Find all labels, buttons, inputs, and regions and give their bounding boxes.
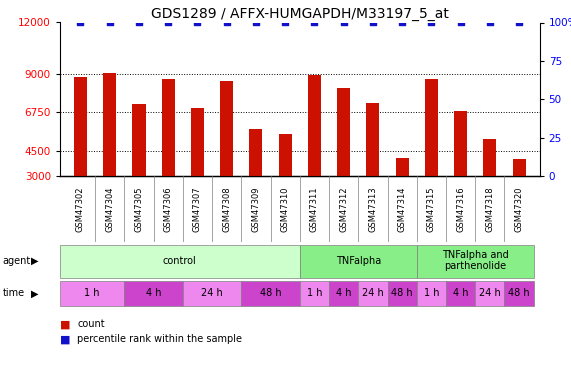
Text: GSM47309: GSM47309 [251,186,260,232]
Text: count: count [77,320,104,329]
Point [339,20,348,26]
Bar [279,134,292,228]
Text: 48 h: 48 h [260,288,282,298]
Bar [191,108,204,228]
Text: 4 h: 4 h [336,288,351,298]
Point [164,20,173,26]
FancyBboxPatch shape [475,281,505,306]
Text: GSM47310: GSM47310 [281,186,289,232]
Bar [308,75,321,228]
FancyBboxPatch shape [329,281,358,306]
Text: GSM47302: GSM47302 [76,186,85,232]
Text: 24 h: 24 h [201,288,223,298]
Text: 1 h: 1 h [424,288,439,298]
FancyBboxPatch shape [300,281,329,306]
Bar [513,159,526,228]
Text: GSM47316: GSM47316 [456,186,465,232]
Text: GSM47307: GSM47307 [193,186,202,232]
Text: percentile rank within the sample: percentile rank within the sample [77,334,242,344]
Point [251,20,260,26]
Bar [74,77,87,228]
Text: 24 h: 24 h [362,288,384,298]
Point [76,20,85,26]
FancyBboxPatch shape [417,281,446,306]
Text: agent: agent [3,256,31,266]
Text: GSM47304: GSM47304 [105,186,114,232]
Bar [337,88,350,228]
Text: 48 h: 48 h [391,288,413,298]
Text: time: time [3,288,25,298]
Bar [132,105,146,228]
Text: GSM47311: GSM47311 [310,186,319,232]
FancyBboxPatch shape [300,244,417,278]
Bar [250,129,263,228]
Point [134,20,143,26]
Point [397,20,407,26]
Point [514,20,524,26]
Bar [220,81,233,228]
Title: GDS1289 / AFFX-HUMGAPDH/M33197_5_at: GDS1289 / AFFX-HUMGAPDH/M33197_5_at [151,8,449,21]
Bar [396,158,409,228]
Text: TNFalpha: TNFalpha [336,256,381,266]
Text: GSM47313: GSM47313 [368,186,377,232]
Text: TNFalpha and
parthenolide: TNFalpha and parthenolide [442,250,509,272]
FancyBboxPatch shape [242,281,300,306]
Text: GSM47305: GSM47305 [134,186,143,232]
FancyBboxPatch shape [358,281,388,306]
Text: 24 h: 24 h [479,288,501,298]
Text: GSM47315: GSM47315 [427,186,436,232]
Point [427,20,436,26]
Text: 4 h: 4 h [146,288,161,298]
FancyBboxPatch shape [417,244,534,278]
Text: GSM47320: GSM47320 [514,186,524,232]
Text: 4 h: 4 h [453,288,468,298]
Text: 1 h: 1 h [307,288,322,298]
Point [456,20,465,26]
Text: control: control [163,256,197,266]
Point [105,20,114,26]
Text: ■: ■ [60,334,70,344]
Bar [367,103,380,228]
Point [368,20,377,26]
Bar [483,139,496,228]
Point [193,20,202,26]
FancyBboxPatch shape [60,281,124,306]
Text: 48 h: 48 h [508,288,530,298]
Bar [162,79,175,228]
FancyBboxPatch shape [505,281,534,306]
Point [222,20,231,26]
Text: ▶: ▶ [31,256,39,266]
Text: GSM47308: GSM47308 [222,186,231,232]
FancyBboxPatch shape [388,281,417,306]
FancyBboxPatch shape [446,281,475,306]
Text: GSM47318: GSM47318 [485,186,494,232]
Text: GSM47306: GSM47306 [164,186,172,232]
Text: GSM47314: GSM47314 [397,186,407,232]
Bar [454,111,467,228]
FancyBboxPatch shape [183,281,242,306]
Text: 1 h: 1 h [85,288,100,298]
Bar [103,74,116,228]
Point [310,20,319,26]
Bar [425,79,438,228]
FancyBboxPatch shape [60,244,300,278]
Point [485,20,494,26]
FancyBboxPatch shape [124,281,183,306]
Point [280,20,289,26]
Text: ■: ■ [60,320,70,329]
Text: GSM47312: GSM47312 [339,186,348,232]
Text: ▶: ▶ [31,288,39,298]
